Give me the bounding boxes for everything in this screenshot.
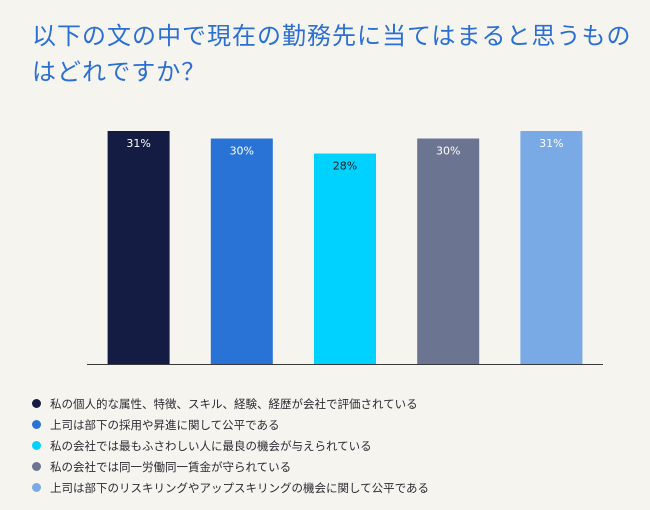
bar-value-label-2: 30%: [230, 145, 254, 158]
legend-dot-icon: [32, 462, 41, 471]
bar-5: [520, 131, 583, 364]
bar-value-label-5: 31%: [539, 137, 563, 150]
legend-dot-icon: [32, 441, 41, 450]
legend-dot-icon: [32, 483, 41, 492]
bar-4: [417, 138, 480, 364]
legend-label: 上司は部下のリスキリングやアップスキリングの機会に関して公平である: [50, 480, 430, 495]
legend-label: 私の会社では最もふさわしい人に最良の機会が与えられている: [50, 438, 372, 453]
legend: 私の個人的な属性、特徴、スキル、経験、経歴が会社で評価されている 上司は部下の採用…: [32, 393, 429, 498]
legend-item-2: 上司は部下の採用や昇進に関して公平である: [32, 414, 429, 435]
legend-item-1: 私の個人的な属性、特徴、スキル、経験、経歴が会社で評価されている: [32, 393, 429, 414]
bar-3: [314, 153, 376, 364]
bar-value-label-4: 30%: [436, 145, 460, 158]
legend-item-4: 私の会社では同一労働同一賃金が守られている: [32, 456, 429, 477]
legend-dot-icon: [32, 399, 41, 408]
legend-label: 上司は部下の採用や昇進に関して公平である: [50, 417, 280, 432]
bar-2: [210, 138, 273, 364]
chart-title: 以下の文の中で現在の勤務先に当てはまると思うものはどれですか？: [32, 22, 632, 86]
bar-value-label-3: 28%: [333, 160, 357, 173]
bar-value-label-1: 31%: [126, 137, 150, 150]
legend-item-3: 私の会社では最もふさわしい人に最良の機会が与えられている: [32, 435, 429, 456]
legend-label: 私の個人的な属性、特徴、スキル、経験、経歴が会社で評価されている: [50, 396, 418, 411]
legend-dot-icon: [32, 420, 41, 429]
legend-item-5: 上司は部下のリスキリングやアップスキリングの機会に関して公平である: [32, 477, 429, 498]
legend-label: 私の会社では同一労働同一賃金が守られている: [50, 459, 292, 474]
bar-1: [107, 131, 170, 364]
bar-chart: 31% 30% 28% 30% 31%: [87, 131, 603, 365]
